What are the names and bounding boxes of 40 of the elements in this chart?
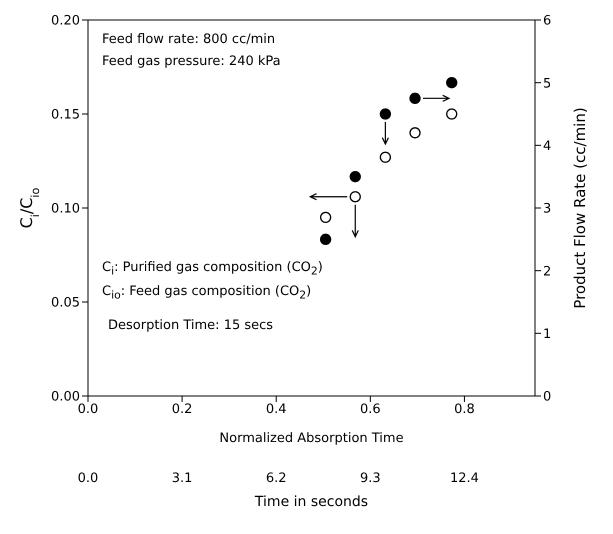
point (320, 234, 332, 245)
x2-tick-label: 3.1 (172, 471, 192, 486)
y2-tick-label: 6 (543, 14, 552, 29)
x-axis-title: Normalized Absorption Time (219, 431, 404, 446)
y2-tick-label: 2 (543, 264, 552, 280)
x-tick-label: 0.0 (78, 402, 98, 418)
y-tick-label: 0.05 (51, 296, 80, 311)
y-tick-label: 0.20 (51, 14, 80, 29)
x2-tick-label: 0.0 (78, 471, 98, 486)
x-tick-label: 0.2 (172, 402, 192, 418)
x2-tick-label: 9.3 (360, 471, 381, 486)
annotation: C$_{io}$: Feed gas composition (CO$_{2}$) (102, 284, 312, 304)
x2-tick-label: 6.2 (266, 471, 287, 486)
x-tick-label: 0.6 (360, 402, 381, 418)
point (409, 92, 421, 104)
y-tick-label: 0.00 (51, 390, 80, 405)
x-tick-label: 0.4 (266, 402, 287, 418)
y2-tick-label: 3 (543, 202, 552, 217)
point (380, 152, 392, 163)
point (350, 171, 361, 182)
annotation: Feed gas pressure: 240 kPa (102, 54, 281, 70)
y2-tick-label: 4 (543, 138, 552, 154)
x2-axis-title: Time in seconds (254, 494, 368, 510)
point (446, 108, 458, 120)
x2-tick-label: 12.4 (450, 471, 479, 486)
point (380, 108, 392, 120)
annotation: Desorption Time: 15 secs (108, 318, 274, 334)
point (446, 77, 458, 88)
point (350, 191, 361, 202)
y-tick-label: 0.15 (51, 108, 80, 123)
y-tick-label: 0.10 (51, 202, 80, 217)
annotation: C$_{i}$: Purified gas composition (CO$_{2}$) (102, 260, 323, 280)
y2-tick-label: 0 (543, 390, 552, 405)
annotation: Feed flow rate: 800 cc/min (102, 32, 276, 48)
y2-axis-title: Product Flow Rate (cc/min) (571, 107, 589, 309)
x-tick-label: 0.8 (454, 402, 475, 418)
y2-tick-label: 1 (543, 326, 552, 342)
point (409, 127, 421, 138)
point (320, 212, 332, 224)
y2-tick-label: 5 (543, 76, 552, 92)
